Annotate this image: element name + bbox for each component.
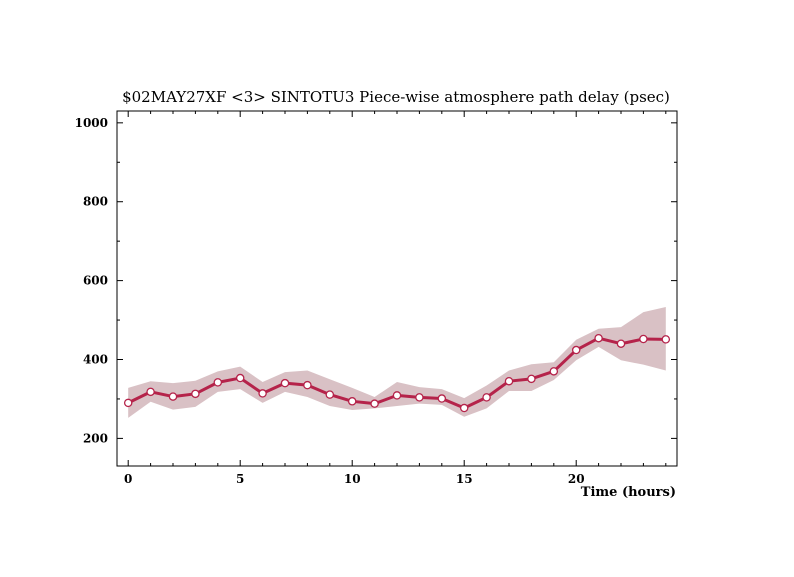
y-tick-label: 200 <box>83 431 108 445</box>
data-points <box>123 333 671 413</box>
plot-frame <box>116 110 678 467</box>
x-tick-labels: 0 5 10 15 20 <box>124 472 585 486</box>
data-point <box>571 345 581 355</box>
data-point <box>213 378 223 387</box>
data-point <box>146 387 155 397</box>
x-axis-label: Time (hours) <box>581 485 676 500</box>
data-point <box>347 397 357 406</box>
data-point <box>527 374 536 384</box>
axis-ticks <box>117 111 677 466</box>
data-point <box>616 339 626 348</box>
x-tick-label: 15 <box>456 472 473 486</box>
data-point <box>280 378 290 388</box>
data-point <box>168 392 178 401</box>
y-tick-label: 600 <box>83 274 108 288</box>
x-tick-label: 5 <box>236 472 244 486</box>
x-tick-label: 0 <box>124 472 132 486</box>
chart-title: $02MAY27XF <3> SINTOTU3 Piece-wise atmos… <box>122 88 670 106</box>
data-point <box>258 389 267 398</box>
data-point <box>661 335 671 344</box>
data-point <box>437 394 447 403</box>
data-point <box>482 393 491 402</box>
uncertainty-band <box>128 307 666 418</box>
data-point <box>303 380 312 390</box>
data-point <box>504 376 514 386</box>
data-point <box>415 393 424 402</box>
data-point <box>235 373 245 383</box>
data-point <box>639 334 648 344</box>
data-point <box>594 333 603 343</box>
x-tick-label: 10 <box>344 472 361 486</box>
data-point <box>459 403 469 413</box>
y-tick-label: 400 <box>83 353 108 367</box>
data-point <box>191 389 200 399</box>
data-point <box>325 390 335 399</box>
data-point <box>549 367 559 376</box>
data-point <box>123 398 133 408</box>
y-tick-label: 800 <box>83 195 108 209</box>
y-tick-label: 1000 <box>75 116 108 130</box>
data-point <box>392 391 402 400</box>
y-tick-labels: 200 400 600 800 1000 <box>75 116 108 446</box>
x-tick-label: 20 <box>568 472 585 486</box>
data-point <box>370 399 379 408</box>
